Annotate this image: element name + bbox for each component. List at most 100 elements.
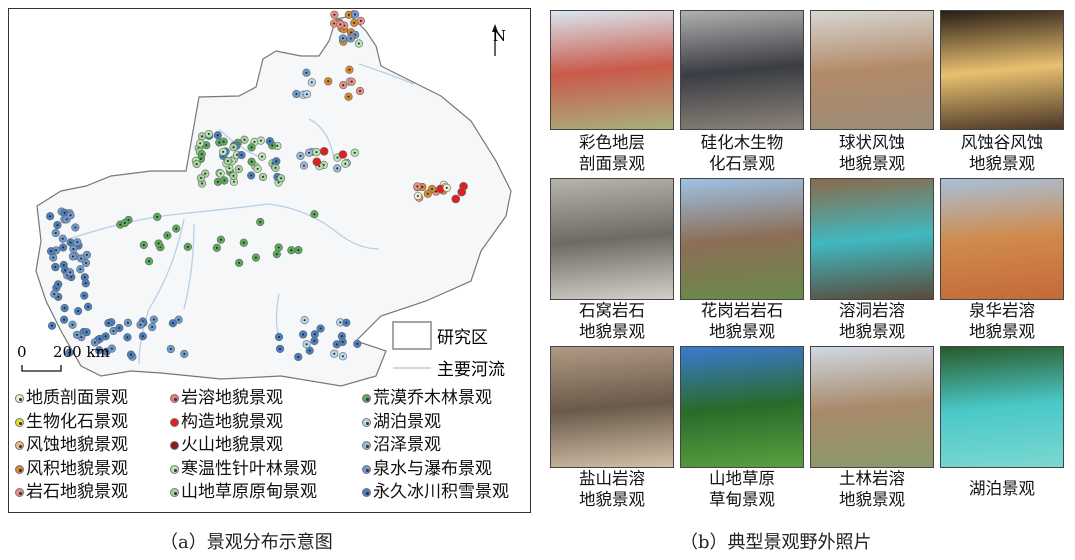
landscape-point-center [199,177,202,180]
landscape-point-center [335,343,338,346]
photo-caption-line2: 地貌景观 [709,322,775,341]
landscape-point-center [195,163,198,166]
landscape-point-center [240,154,243,157]
landscape-point-center [219,238,222,241]
landscape-point-center [104,335,107,338]
landscape-point-center [110,347,113,350]
photo-caption-line1: 石窝岩石 [579,301,645,320]
landscape-point-center [347,13,350,16]
landscape-point-center [277,246,280,249]
landscape-point-center [157,242,160,245]
photo-caption: 硅化木生物 化石景观 [677,132,807,174]
landscape-point-center [353,151,356,154]
legend-item: 岩石地貌景观 [15,481,128,505]
landscape-photo [550,10,674,130]
river [358,63,415,85]
photo-caption: 石窝岩石 地貌景观 [547,300,677,342]
landscape-point-center [228,167,231,170]
landscape-point-center [348,68,351,71]
landscape-point-center [226,159,229,162]
photo-caption-line1: 盐山岩溶 [579,469,645,488]
legend-label: 寒温性针叶林景观 [181,458,317,479]
scale-bar [21,365,62,372]
landscape-point-center [222,150,225,153]
photo-caption-line1: 土林岩溶 [839,469,905,488]
landscape-point-center [256,167,259,170]
landscape-point-center [277,181,280,184]
landscape-point-center [156,215,159,218]
landscape-point-center [416,195,419,198]
legend-label: 湖泊景观 [373,411,441,432]
legend-column: 荒漠乔木林景观 湖泊景观 沼泽景观 泉水与瀑布景观 永久冰川积雪景观 [362,387,509,505]
landscape-point-center [51,324,54,327]
landscape-point-center [63,307,66,310]
landscape-photo [940,178,1064,300]
photo-caption-line1: 彩色地层 [579,133,645,152]
landscape-point-center [333,352,336,355]
landscape-point-center [299,154,302,157]
study-area-label: 研究区 [437,328,488,348]
landscape-point-center [76,241,79,244]
landscape-point-center [242,241,245,244]
landscape-point-center [63,318,66,321]
landscape-point-center [107,322,110,325]
legend-label: 构造地貌景观 [181,411,283,432]
landscape-point-center [52,256,55,259]
photo-caption: 溶洞岩溶 地貌景观 [807,300,937,342]
landscape-point-center [54,232,57,235]
landscape-point-center [308,151,311,154]
landscape-point-center [201,182,204,185]
landscape-point-center [85,331,88,334]
landscape-point-center [166,234,169,237]
landscape-point-center [345,321,348,324]
landscape-point-center [80,336,83,339]
landscape-point-center [243,138,246,141]
landscape-point [312,157,322,167]
photo-caption-line2: 草甸景观 [709,490,775,509]
landscape-point-center [76,333,79,336]
landscape-point [457,187,466,197]
landscape-point-center [215,246,218,249]
legend-symbol-icon [170,441,179,451]
landscape-point-center [57,295,60,298]
landscape-point-center [349,31,352,34]
legend-symbol-icon [362,441,371,451]
landscape-point-center [290,249,293,252]
legend-symbol-icon [15,394,24,404]
landscape-point-center [83,294,86,297]
landscape-point-center [118,326,121,329]
landscape-point-center [72,248,75,251]
legend-label: 岩溶地貌景观 [181,388,283,408]
legend-symbol-icon [170,417,179,427]
river [68,203,380,250]
landscape-point-center [319,327,322,330]
landscape-point-center [126,336,129,339]
landscape-point-center [70,276,73,279]
landscape-point-center [63,211,66,214]
landscape-photo [680,10,804,130]
river [138,218,185,365]
landscape-point-center [83,276,86,279]
photo-caption-line1: 花岗岩岩石 [700,301,784,320]
landscape-point-center [308,349,311,352]
scale-distance: 200 km [53,343,110,361]
legend-label: 荒漠乔木林景观 [373,388,492,408]
landscape-point-center [71,323,74,326]
landscape-point-center [123,221,126,224]
legend-symbol-icon [362,417,371,427]
landscape-point-center [219,172,222,175]
landscape-point [319,146,329,156]
landscape-point-center [169,348,172,351]
landscape-point-center [254,256,257,259]
photo-caption-line1: 山地草原 [709,469,775,488]
landscape-point-center [222,140,225,143]
photo-caption-line1: 硅化木生物 [700,133,784,152]
landscape-point-center [201,135,204,138]
photo-caption-line1: 湖泊景观 [969,479,1035,498]
legend-symbol-icon [170,488,179,498]
landscape-point-center [275,160,278,163]
main-rivers-label: 主要河流 [437,360,505,380]
photo-caption: 彩色地层 剖面景观 [547,132,677,174]
landscape-point-center [105,350,108,353]
landscape-point-center [327,80,330,83]
